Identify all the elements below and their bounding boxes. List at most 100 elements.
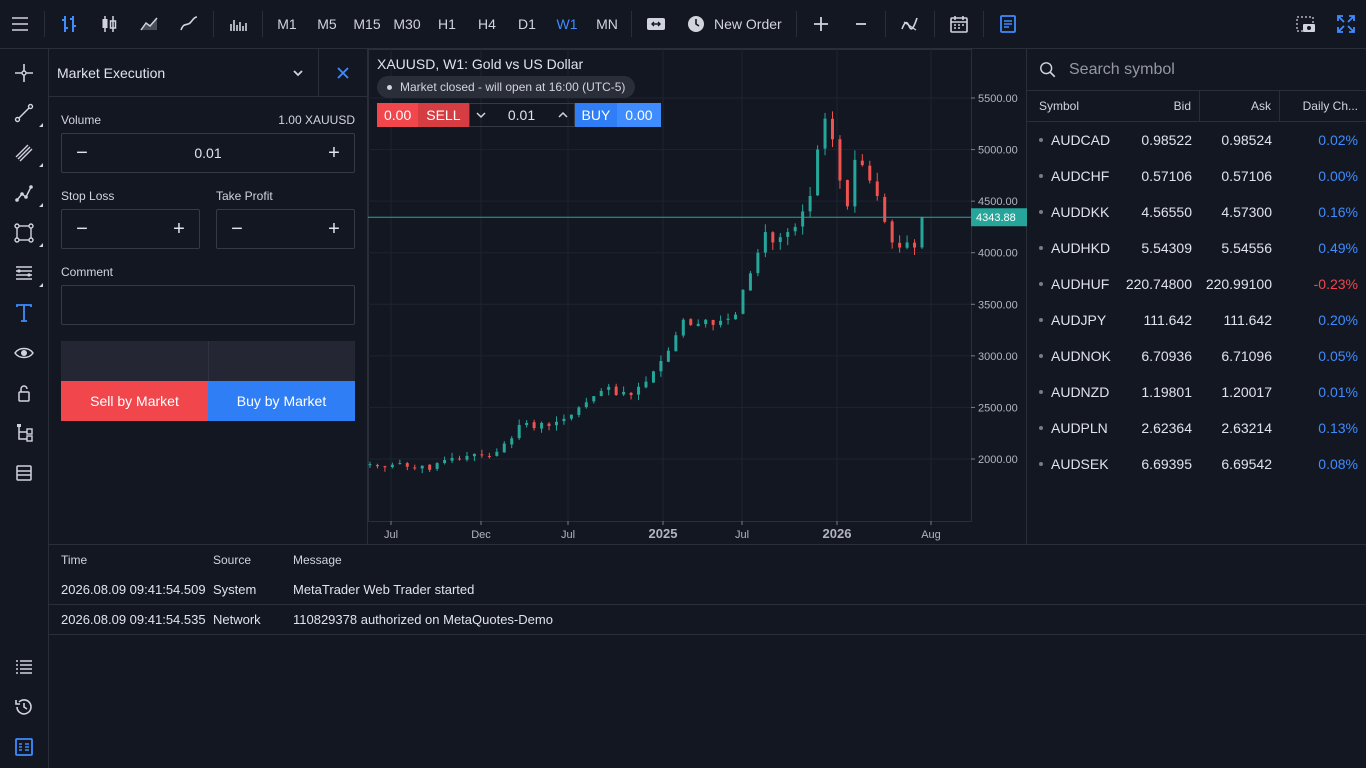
path-icon[interactable] [0,173,48,213]
channel-icon[interactable] [0,133,48,173]
candle-body-down [830,118,834,140]
journal-icon[interactable] [0,727,48,767]
zoom-out-icon[interactable] [841,0,881,49]
crosshair-icon[interactable] [0,53,48,93]
timeframe-m1-button[interactable]: M1 [277,16,297,32]
stop-loss-decrease-button[interactable]: − [76,217,88,240]
price-chart[interactable]: 5500.00 5000.00 4500.00 4000.00 3500.00 3000.… [368,49,1027,544]
header-ask[interactable]: Ask [1200,90,1280,122]
volume-decrease-button[interactable]: − [76,141,88,164]
journal-row[interactable]: 2026.08.09 09:41:54.535 Network 110829378 … [49,605,1366,635]
candle-body-up [495,451,499,456]
sell-by-market-button[interactable]: Sell by Market [61,381,208,421]
lock-icon[interactable] [0,373,48,413]
symbol-row[interactable]: AUDCAD 0.98522 0.98524 0.02% [1027,122,1366,158]
journal-row[interactable]: 2026.08.09 09:41:54.509 System MetaTrader … [49,575,1366,605]
fullscreen-icon[interactable] [1326,0,1366,49]
daily-change-cell: 0.02% [1318,132,1358,148]
search-input[interactable] [1069,60,1339,79]
symbol-row[interactable]: AUDDKK 4.56550 4.57300 0.16% [1027,194,1366,230]
symbol-dot-icon [1039,282,1043,286]
rectangle-icon[interactable] [0,213,48,253]
order-panel-toggle-icon[interactable] [988,0,1028,49]
symbol-row[interactable]: AUDSEK 6.69395 6.69542 0.08% [1027,446,1366,482]
order-type-select[interactable]: Market Execution [57,64,166,81]
take-profit-stepper: − + [216,209,355,249]
timeframe-m5-button[interactable]: M5 [317,16,337,32]
quick-sell-price[interactable]: 0.00 [377,103,419,127]
y-tick-label: 4500.00 [978,196,1018,208]
symbol-row[interactable]: AUDCHF 0.57106 0.57106 0.00% [1027,158,1366,194]
header-daily-change[interactable]: Daily Ch... [1302,99,1358,113]
symbol-row[interactable]: AUDJPY 111.642 111.642 0.20% [1027,302,1366,338]
y-tick-label: 3500.00 [978,299,1018,311]
timeframe-m30-button[interactable]: M30 [393,16,421,32]
timeframe-mn-button[interactable]: MN [596,16,618,32]
bar-chart-type-icon[interactable] [49,0,89,49]
one-click-trading-icon[interactable] [636,0,676,49]
text-tool-icon[interactable] [0,293,48,333]
symbol-row[interactable]: AUDNZD 1.19801 1.20017 0.01% [1027,374,1366,410]
timeframe-m15-button[interactable]: M15 [353,16,381,32]
calendar-icon[interactable] [939,0,979,49]
visibility-eye-icon[interactable] [0,333,48,373]
indicators-icon[interactable] [890,0,930,49]
screenshot-icon[interactable] [1286,0,1326,49]
ask-cell: 1.20017 [1221,384,1272,400]
quick-sell-button[interactable]: SELL [418,103,469,127]
volume-indicator-icon[interactable] [218,0,258,49]
candle-body-up [696,323,700,326]
volume-down-chevron-icon[interactable] [475,110,486,120]
candle-body-up [420,465,424,469]
header-symbol[interactable]: Symbol [1039,99,1080,113]
stop-loss-label: Stop Loss [61,189,115,203]
header-bid[interactable]: Bid [1120,90,1200,122]
timeframe-h4-button[interactable]: H4 [478,16,496,32]
trade-list-icon[interactable] [0,647,48,687]
take-profit-increase-button[interactable]: + [328,217,340,240]
history-icon[interactable] [0,687,48,727]
symbol-row[interactable]: AUDHKD 5.54309 5.54556 0.49% [1027,230,1366,266]
symbol-row[interactable]: AUDHUF 220.74800 220.99100 -0.23% [1027,266,1366,302]
menu-icon[interactable] [0,0,40,49]
timeframe-w1-button[interactable]: W1 [556,16,578,32]
one-click-trade-panel: 0.00 SELL 0.01 BUY 0.00 [377,103,661,127]
candle-body-down [458,458,462,460]
quick-buy-button[interactable]: BUY [574,103,618,127]
volume-input[interactable]: 0.01 [194,145,222,161]
candle-body-down [883,196,887,222]
stop-loss-increase-button[interactable]: + [173,217,185,240]
new-order-button[interactable]: New Order [676,0,792,49]
symbol-dot-icon [1039,426,1043,430]
line-chart-type-icon[interactable] [169,0,209,49]
timeframe-d1-button[interactable]: D1 [518,16,536,32]
timeframe-h1-button[interactable]: H1 [438,16,456,32]
comment-input[interactable] [61,285,355,325]
plot-frame [368,49,972,522]
chart-area[interactable]: 5500.00 5000.00 4500.00 4000.00 3500.00 3000.… [368,49,1027,544]
quick-volume-input[interactable]: 0.01 [507,107,536,123]
quick-buy-price[interactable]: 0.00 [617,103,661,127]
volume-increase-button[interactable]: + [328,141,340,164]
zoom-in-icon[interactable] [801,0,841,49]
volume-up-chevron-icon[interactable] [557,110,568,120]
buy-by-market-button[interactable]: Buy by Market [208,381,355,421]
candle-body-up [569,414,573,419]
fibonacci-icon[interactable] [0,253,48,293]
area-chart-type-icon[interactable] [129,0,169,49]
candle-body-down [532,422,536,429]
journal-time: 2026.08.09 09:41:54.535 [61,612,206,627]
ask-cell: 2.63214 [1221,420,1272,436]
object-tree-icon[interactable] [0,413,48,453]
chevron-down-icon[interactable] [278,49,318,97]
layers-icon[interactable] [0,453,48,493]
symbol-row[interactable]: AUDPLN 2.62364 2.63214 0.13% [1027,410,1366,446]
candle-body-up [786,232,790,237]
close-icon[interactable] [318,48,367,97]
symbol-row[interactable]: AUDNOK 6.70936 6.71096 0.05% [1027,338,1366,374]
trend-line-icon[interactable] [0,93,48,133]
symbol-cell: AUDHUF [1027,276,1120,292]
candlestick-chart-type-icon[interactable] [89,0,129,49]
candle-body-down [875,181,879,196]
take-profit-decrease-button[interactable]: − [231,217,243,240]
